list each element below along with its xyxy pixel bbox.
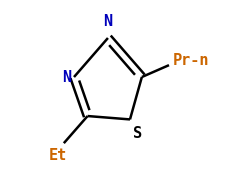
Text: Et: Et <box>49 148 67 163</box>
Text: S: S <box>133 126 142 141</box>
Text: Pr-n: Pr-n <box>172 52 209 68</box>
Text: N: N <box>103 14 113 29</box>
Text: N: N <box>62 70 71 84</box>
